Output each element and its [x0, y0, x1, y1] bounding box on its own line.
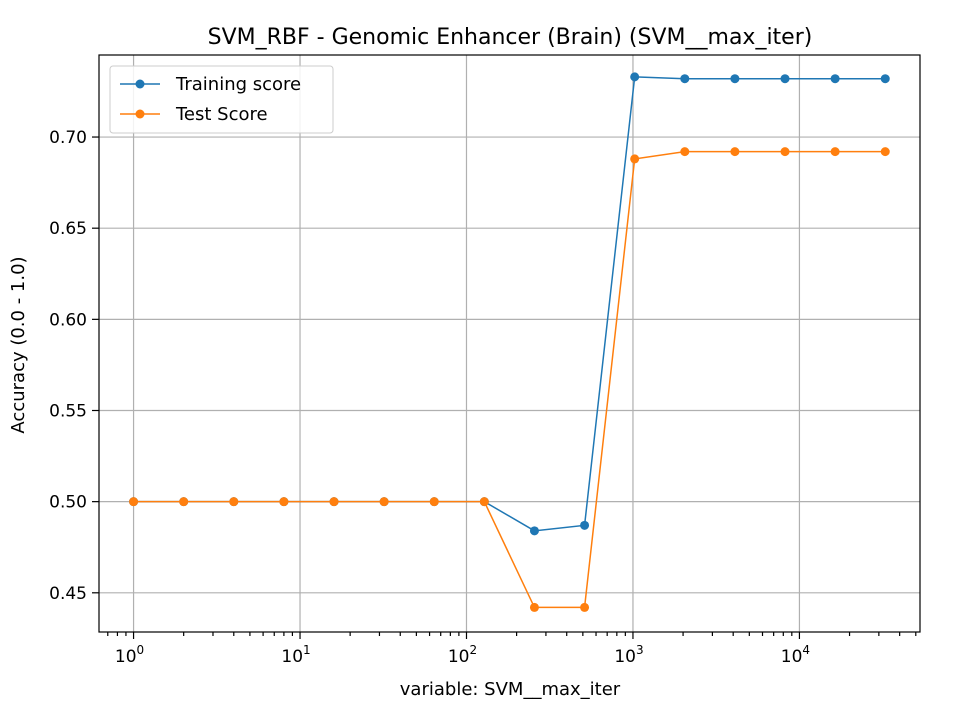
data-point: [780, 147, 790, 157]
legend-marker: [135, 79, 145, 89]
legend: Training score Test Score: [109, 65, 334, 134]
x-axis: 100 101 102 103 104: [107, 632, 917, 667]
data-point: [830, 74, 840, 84]
data-point: [880, 74, 890, 84]
y-tick-label: 0.55: [49, 401, 87, 421]
data-point: [630, 72, 640, 82]
x-tick-label: 103: [614, 643, 643, 667]
data-point: [429, 497, 439, 507]
chart-title: SVM_RBF - Genomic Enhancer (Brain) (SVM_…: [208, 25, 813, 50]
y-axis-label: Accuracy (0.0 - 1.0): [8, 256, 29, 433]
y-tick-label: 0.70: [49, 128, 87, 148]
legend-label: Training score: [175, 74, 301, 95]
legend-box: [109, 65, 334, 134]
grid: [99, 55, 920, 632]
x-tick-label: 104: [781, 643, 810, 667]
y-tick-label: 0.60: [49, 310, 87, 330]
data-point: [880, 147, 890, 157]
series-line-1: [133, 150, 886, 609]
y-tick-label: 0.65: [49, 219, 87, 239]
data-point: [529, 526, 539, 536]
data-point: [630, 154, 640, 164]
data-point: [279, 497, 289, 507]
plot-frame: [98, 54, 921, 633]
data-point: [780, 74, 790, 84]
data-point: [529, 602, 539, 612]
data-point: [329, 497, 339, 507]
legend-marker: [135, 109, 145, 119]
y-tick-label: 0.50: [49, 493, 87, 513]
x-axis-label: variable: SVM__max_iter: [400, 679, 621, 700]
x-tick-label: 100: [115, 643, 144, 667]
data-point: [680, 147, 690, 157]
data-point: [479, 497, 489, 507]
data-point: [730, 147, 740, 157]
data-point: [580, 520, 590, 530]
legend-label: Test Score: [175, 104, 268, 125]
y-axis: 0.45 0.50 0.55 0.60 0.65 0.70: [49, 128, 99, 604]
data-point: [229, 497, 239, 507]
series-line-0: [133, 76, 886, 532]
data-point: [830, 147, 840, 157]
data-point: [680, 74, 690, 84]
data-point: [730, 74, 740, 84]
data-point: [179, 497, 189, 507]
x-tick-label: 101: [281, 643, 310, 667]
data-point: [129, 497, 139, 507]
x-tick-label: 102: [448, 643, 477, 667]
data-point: [379, 497, 389, 507]
y-tick-label: 0.45: [49, 584, 87, 604]
data-point: [580, 602, 590, 612]
plot-series: [129, 72, 890, 612]
